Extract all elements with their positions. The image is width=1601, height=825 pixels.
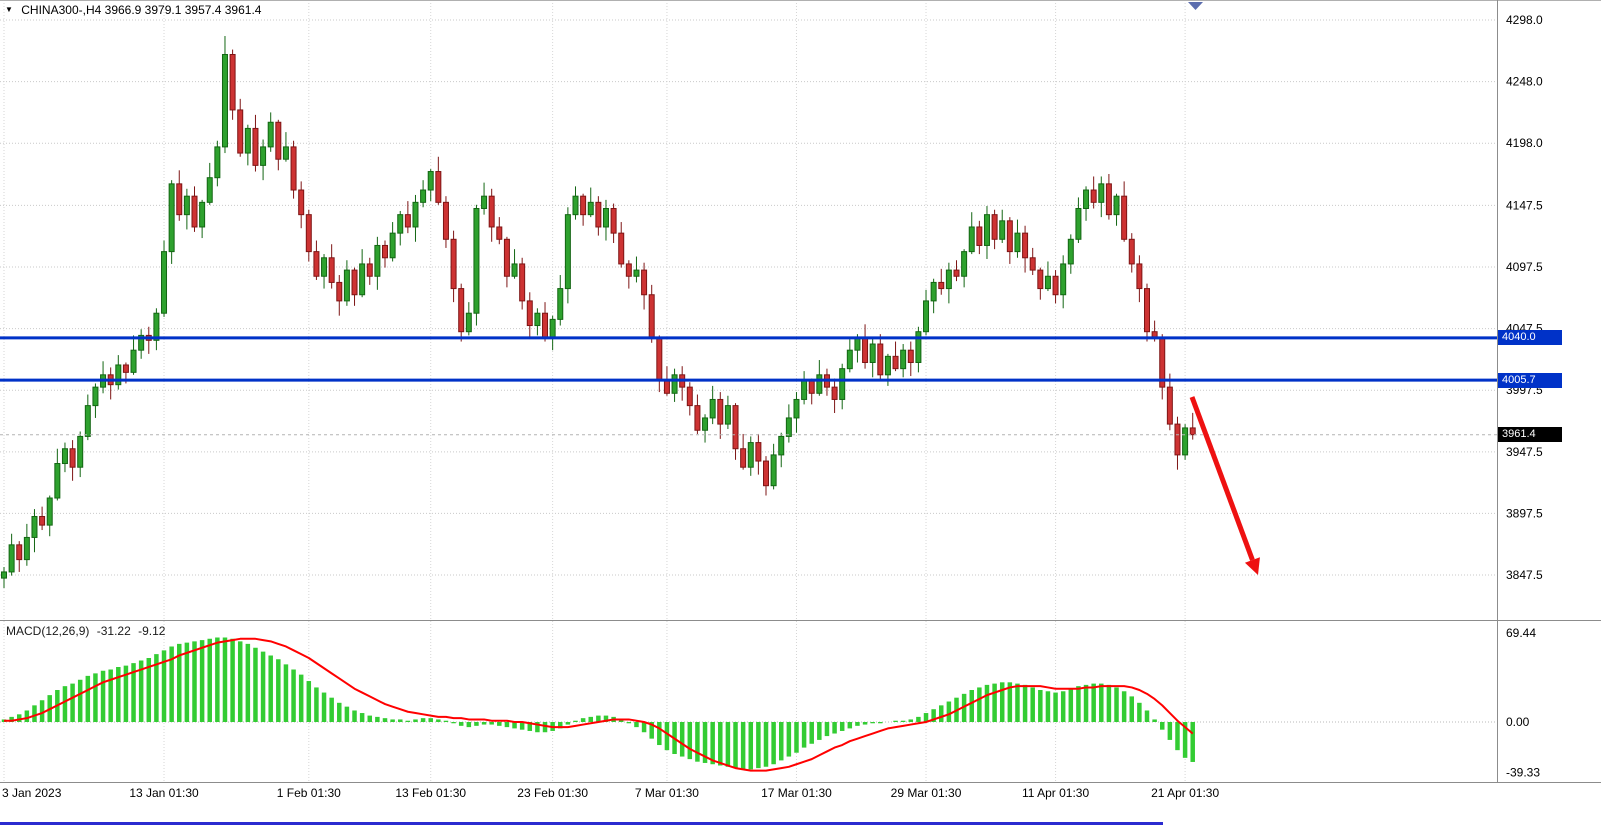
candles [1,36,1196,588]
price-axis-label: 4198.0 [1506,136,1543,150]
time-axis-label: 23 Feb 01:30 [517,786,588,800]
ohlc-values: 3966.9 3979.1 3957.4 3961.4 [104,3,262,17]
time-axis-label: 17 Mar 01:30 [761,786,832,800]
time-axis-label: 11 Apr 01:30 [1022,786,1089,800]
macd-indicator-label: MACD(12,26,9) [6,624,90,638]
time-axis-label: 7 Mar 01:30 [635,786,699,800]
hline-price-tag-4040: 4040.0 [1498,330,1562,346]
chart-title: ▼ CHINA300-,H4 3966.9 3979.1 3957.4 3961… [5,3,261,17]
macd-indicator-header: MACD(12,26,9) -31.22 -9.12 [6,624,169,638]
price-axis-label: 4097.5 [1506,260,1543,274]
time-axis-label: 13 Feb 01:30 [395,786,466,800]
macd-axis-label: 0.00 [1506,715,1530,729]
time-axis-label: 13 Jan 01:30 [129,786,199,800]
macd-axis-label: -39.33 [1506,765,1540,779]
macd-signal-value: -9.12 [138,624,166,638]
bid-price-tag: 3961.4 [1498,427,1562,443]
chart-shift-marker-icon [1188,2,1203,10]
time-axis-label: 1 Feb 01:30 [277,786,341,800]
price-axis-label: 4298.0 [1506,13,1543,27]
time-axis[interactable]: 3 Jan 2023 13 Jan 01:30 1 Feb 01:30 13 Feb … [2,786,1219,800]
price-axis-label: 3897.5 [1506,506,1543,520]
price-axis-label: 4147.5 [1506,198,1543,212]
macd-signal-line [4,637,1194,772]
time-axis-label: 3 Jan 2023 [2,786,62,800]
time-axis-label: 21 Apr 01:30 [1151,786,1219,800]
symbol-timeframe: CHINA300-,H4 [21,3,102,17]
price-axis-label: 3947.5 [1506,445,1543,459]
symbol-dropdown-icon[interactable]: ▼ [5,5,13,14]
price-axis-label: 4248.0 [1506,75,1543,89]
price-axis[interactable]: 4298.04248.04198.04147.54097.54047.53997… [1506,13,1543,779]
time-axis-label: 29 Mar 01:30 [891,786,962,800]
macd-axis-label: 69.44 [1506,626,1536,640]
price-axis-label: 3847.5 [1506,568,1543,582]
hline-price-tag-4005: 4005.7 [1498,372,1562,388]
macd-histogram [1,637,1195,770]
macd-main-value: -31.22 [96,624,131,638]
bottom-edge-strip [0,822,1163,825]
trend-arrow[interactable] [1189,396,1260,575]
